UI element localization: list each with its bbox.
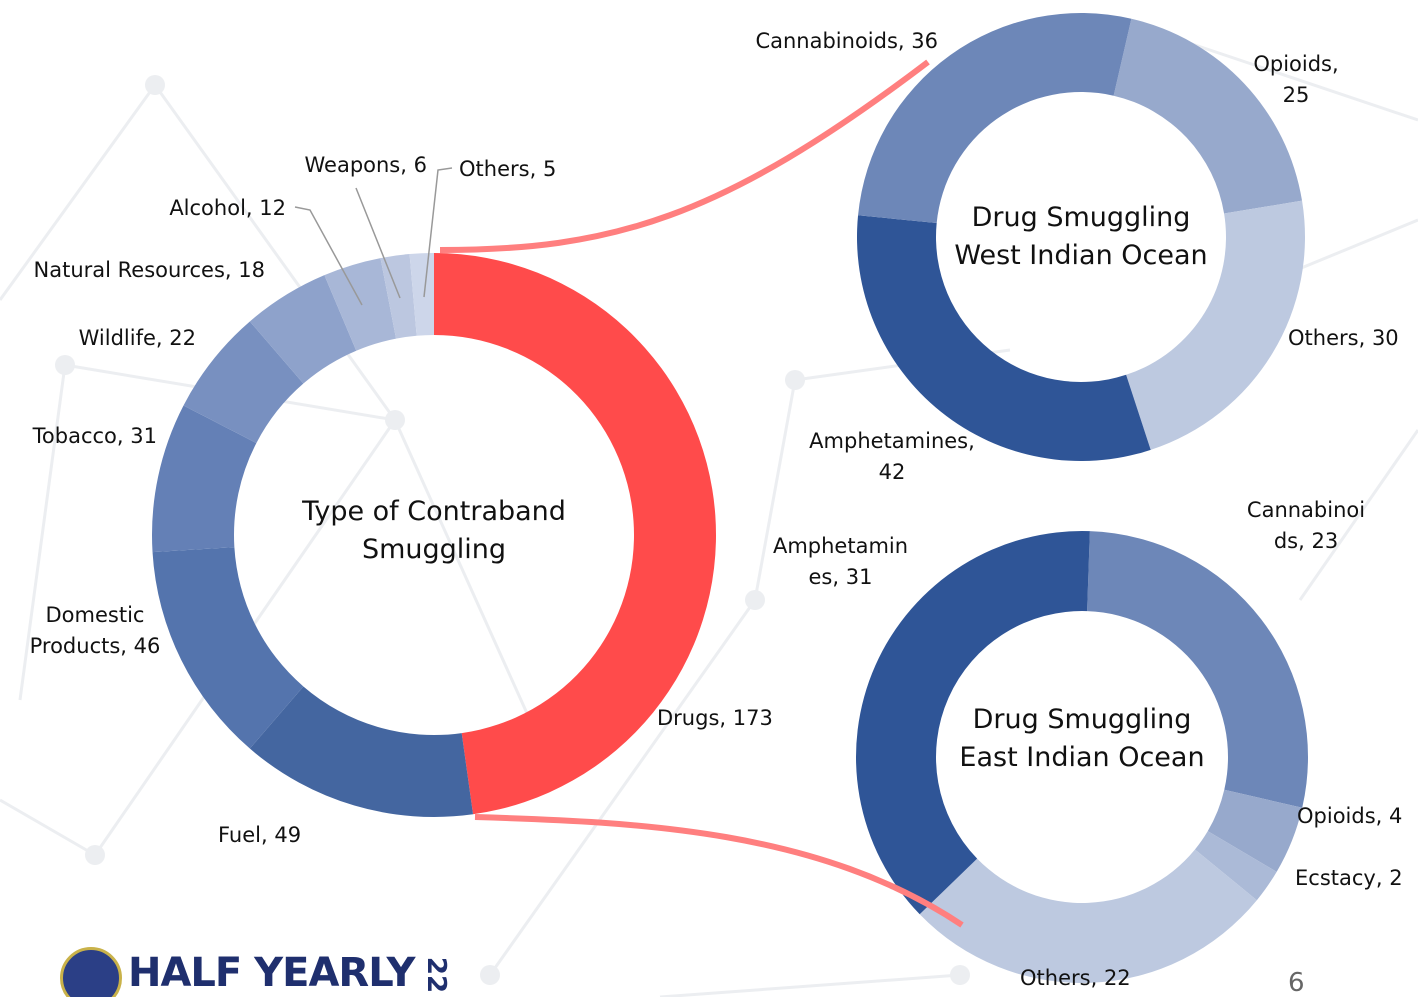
connector-bottom	[474, 814, 964, 928]
background-network	[0, 38, 1418, 997]
donut-segment	[249, 686, 474, 817]
label-category: Alcohol	[169, 196, 246, 220]
label-category: Amphetamines	[809, 429, 969, 453]
data-label: Opioids, 4	[1297, 804, 1403, 828]
data-label: Others, 5	[459, 157, 557, 181]
donut-segment	[1194, 831, 1277, 901]
donut-title: Drug Smuggling East Indian Ocean	[959, 704, 1205, 773]
donut-segment	[1207, 789, 1303, 872]
donut-segment	[249, 275, 357, 384]
leader-lines	[294, 167, 453, 306]
data-label: Tobacco, 31	[32, 424, 157, 448]
donut-segment	[919, 849, 1257, 983]
label-category: Amphetamines	[772, 534, 909, 589]
label-category: Weapons	[304, 153, 401, 177]
label-value: 4	[1389, 804, 1403, 828]
label-value: 18	[238, 258, 265, 282]
label-category: Ecstacy	[1295, 866, 1376, 890]
donut-segment	[324, 258, 397, 351]
label-value: 36	[911, 29, 938, 53]
donut-segment	[857, 215, 1151, 461]
logo-badge	[60, 947, 122, 997]
data-label: Fuel, 49	[218, 823, 302, 847]
donut-segment	[183, 321, 304, 444]
label-category: Fuel	[218, 823, 261, 847]
donut-segment	[856, 531, 1090, 915]
label-category: Wildlife	[78, 326, 156, 350]
label-value: 2	[1389, 866, 1403, 890]
data-label: Weapons, 6	[304, 153, 428, 177]
data-label: Domestic Products, 46	[29, 603, 161, 658]
label-category: Drugs	[657, 706, 720, 730]
data-label: Opioids, 25	[1253, 52, 1339, 107]
label-category: Domestic Products	[29, 603, 145, 658]
label-category: Natural Resources	[33, 258, 225, 282]
data-label: Cannabinoids, 23	[1246, 498, 1366, 553]
data-label: Amphetamines, 42	[809, 429, 975, 484]
label-category: Opioids	[1297, 804, 1376, 828]
data-label: Drugs, 173	[657, 706, 773, 730]
data-label: Ecstacy, 2	[1295, 866, 1403, 890]
donut-segment	[409, 253, 434, 336]
donut-segment	[858, 12, 1132, 223]
donuts	[152, 12, 1308, 983]
donut-segment	[152, 405, 257, 553]
label-value: 30	[1371, 326, 1399, 350]
label-category: Others	[459, 157, 530, 181]
label-value: 31	[845, 565, 873, 589]
label-value: 23	[1311, 529, 1339, 553]
label-value: 49	[274, 823, 302, 847]
label-value: 25	[1282, 83, 1310, 107]
connector-top	[439, 59, 930, 253]
label-category: Cannabinoids	[1246, 498, 1366, 553]
label-category: Others	[1020, 966, 1091, 990]
data-label: Others, 30	[1288, 326, 1399, 350]
data-label: Others, 22	[1020, 966, 1131, 990]
logo-year: 22	[421, 956, 452, 994]
label-category: Tobacco	[32, 424, 117, 448]
page-number: 6	[1288, 968, 1305, 997]
data-label: Amphetamines, 31	[772, 534, 909, 589]
logo-text: HALF YEARLY	[128, 950, 415, 996]
label-value: 22	[1103, 966, 1131, 990]
leader-line	[294, 206, 363, 306]
label-value: 5	[542, 157, 557, 181]
data-label: Cannabinoids, 36	[755, 29, 938, 53]
label-value: 12	[259, 196, 286, 220]
donut-segment	[152, 547, 304, 749]
donut-segment	[1126, 200, 1305, 450]
label-value: 31	[130, 424, 157, 448]
leader-line	[355, 187, 401, 299]
donut-segment	[1113, 18, 1303, 214]
donut-title: Type of Contraband Smuggling	[302, 496, 566, 565]
data-label: Alcohol, 12	[169, 196, 286, 220]
leader-line	[423, 167, 453, 298]
label-value: 173	[732, 706, 773, 730]
label-category: Opioids	[1253, 52, 1332, 76]
label-value: 22	[169, 326, 196, 350]
label-value: 42	[878, 460, 906, 484]
label-category: Others	[1288, 326, 1359, 350]
logo: HALF YEARLY 22	[60, 935, 455, 997]
data-label: Wildlife, 22	[78, 326, 196, 350]
connectors	[439, 59, 964, 928]
data-label: Natural Resources, 18	[33, 258, 265, 282]
label-value: 46	[133, 634, 161, 658]
donut-segment	[434, 253, 716, 815]
donut-title: Drug Smuggling West Indian Ocean	[954, 202, 1208, 271]
label-value: 6	[413, 153, 427, 177]
label-category: Cannabinoids	[755, 29, 898, 53]
donut-segment	[1087, 531, 1308, 808]
